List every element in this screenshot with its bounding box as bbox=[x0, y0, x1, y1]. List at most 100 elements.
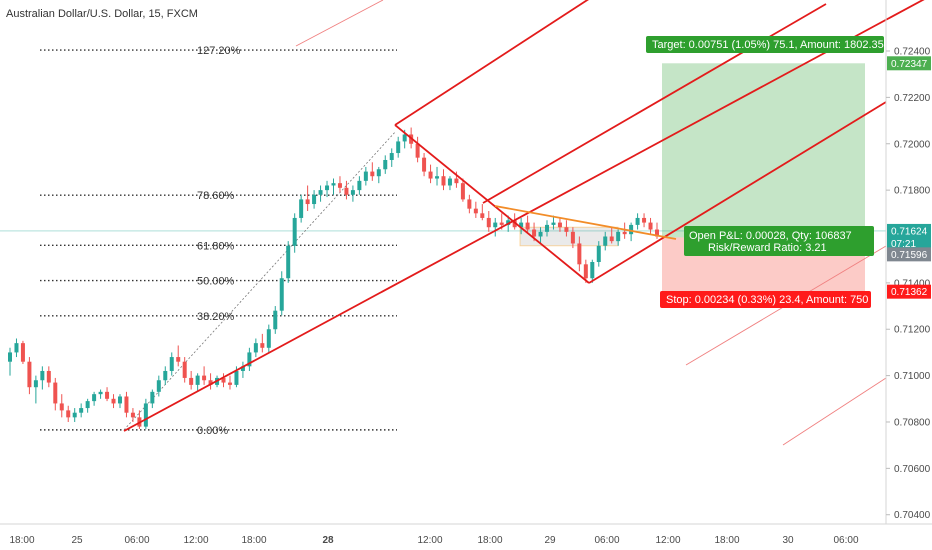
candle-body bbox=[499, 222, 504, 225]
x-tick-labels: 18:00 25 06:00 12:00 18:00 28 12:00 18:00 29 06:0… bbox=[9, 535, 858, 546]
candle-body bbox=[383, 159, 388, 170]
candle-body bbox=[519, 222, 524, 228]
x-tick-label: 18:00 bbox=[9, 535, 34, 546]
open-pl-label[interactable]: Open P&L: 0.00028, Qty: 106837 Risk/Rewa… bbox=[684, 226, 874, 256]
x-tick-label: 29 bbox=[544, 535, 556, 546]
candle-body bbox=[538, 231, 543, 237]
price-label-bg bbox=[887, 247, 931, 262]
candle-body bbox=[234, 370, 239, 385]
candle-body bbox=[208, 380, 213, 385]
channel-upper-line[interactable] bbox=[394, 0, 595, 126]
candle-body bbox=[305, 199, 310, 205]
candle-body bbox=[551, 222, 556, 225]
fib-level-label: 0.00% bbox=[197, 425, 228, 437]
candle-body bbox=[357, 180, 362, 191]
candle-body bbox=[396, 141, 401, 154]
price-label-bg bbox=[887, 284, 931, 299]
candle-body bbox=[189, 377, 194, 385]
candle-body bbox=[422, 157, 427, 172]
fib-level-label: 78.60% bbox=[197, 190, 235, 202]
candle-body bbox=[467, 199, 472, 209]
y-tick-label: 0.71000 bbox=[894, 371, 931, 382]
x-tick-label: 06:00 bbox=[833, 535, 858, 546]
candle-body bbox=[227, 382, 232, 385]
fib-level-label: 38.20% bbox=[197, 311, 235, 323]
candle-body bbox=[14, 343, 19, 353]
fib-level-label: 50.00% bbox=[197, 276, 235, 288]
y-tick-label: 0.71400 bbox=[894, 278, 931, 289]
candle-body bbox=[286, 245, 291, 279]
candle-body bbox=[376, 169, 381, 177]
price-label-text: 07:21 bbox=[891, 239, 916, 250]
x-tick-label: 18:00 bbox=[714, 535, 739, 546]
x-tick-label: 12:00 bbox=[655, 535, 680, 546]
candle-body bbox=[20, 343, 25, 362]
axes bbox=[0, 0, 932, 525]
candle-body bbox=[40, 370, 45, 381]
candle-body bbox=[253, 343, 258, 353]
pitchfork-median-line[interactable] bbox=[588, 101, 887, 284]
candle-body bbox=[642, 217, 647, 223]
pitchfork-handle-left[interactable] bbox=[394, 124, 590, 284]
candle-body bbox=[629, 224, 634, 235]
candle-body bbox=[441, 176, 446, 186]
candle-body bbox=[59, 403, 64, 411]
candle-body bbox=[557, 222, 562, 228]
x-tick-label: 25 bbox=[71, 535, 83, 546]
candle-body bbox=[570, 231, 575, 244]
price-label-bg bbox=[887, 236, 931, 251]
price-label-text: 0.71624 bbox=[891, 226, 928, 237]
channel-lower-line[interactable] bbox=[123, 0, 932, 432]
candle-body bbox=[182, 361, 187, 378]
x-tick-label: 28 bbox=[322, 535, 334, 546]
y-tick-label: 0.70600 bbox=[894, 464, 931, 475]
candle-body bbox=[53, 382, 58, 404]
candle-body bbox=[370, 171, 375, 177]
candle-body bbox=[111, 398, 116, 404]
candle-body bbox=[350, 190, 355, 195]
candle-body bbox=[635, 217, 640, 225]
stop-label[interactable]: Stop: 0.00234 (0.33%) 23.4, Amount: 750 bbox=[660, 291, 871, 308]
candle-body bbox=[260, 343, 265, 348]
fib-level-label: 61.80% bbox=[197, 240, 235, 252]
candle-body bbox=[105, 391, 110, 399]
candle-body bbox=[545, 224, 550, 232]
candle-body bbox=[447, 178, 452, 186]
candle-body bbox=[117, 396, 122, 404]
target-label[interactable]: Target: 0.00751 (1.05%) 75.1, Amount: 18… bbox=[646, 36, 884, 53]
candle-body bbox=[415, 143, 420, 158]
x-tick-label: 12:00 bbox=[183, 535, 208, 546]
candle-body bbox=[590, 262, 595, 279]
candle-body bbox=[98, 391, 103, 395]
candle-body bbox=[202, 375, 207, 381]
candle-body bbox=[344, 187, 349, 195]
y-tick-labels: 0.72400 0.72200 0.72000 0.71800 0.71400 0.712… bbox=[886, 47, 931, 521]
profit-zone[interactable] bbox=[662, 63, 865, 238]
x-tick-label: 18:00 bbox=[241, 535, 266, 546]
candle-body bbox=[337, 183, 342, 188]
candle-body bbox=[169, 357, 174, 371]
candle-body bbox=[8, 352, 12, 362]
parallel-line[interactable] bbox=[782, 377, 887, 446]
risk-reward-text: Risk/Reward Ratio: 3.21 bbox=[708, 242, 827, 254]
x-tick-label: 18:00 bbox=[477, 535, 502, 546]
candle-body bbox=[195, 375, 200, 385]
fib-level-label: 127.20% bbox=[197, 45, 241, 57]
candle-body bbox=[648, 222, 653, 230]
y-tick-label: 0.70400 bbox=[894, 510, 931, 521]
candle-body bbox=[79, 408, 84, 413]
candle-body bbox=[221, 377, 226, 383]
parallel-line[interactable] bbox=[295, 0, 384, 47]
price-label-text: 0.71596 bbox=[891, 250, 928, 261]
candle-body bbox=[428, 171, 433, 179]
chart-title: Australian Dollar/U.S. Dollar, 15, FXCM bbox=[6, 8, 198, 20]
candle-body bbox=[512, 220, 517, 228]
y-tick-label: 0.71200 bbox=[894, 325, 931, 336]
candle-body bbox=[616, 231, 621, 242]
candles bbox=[8, 127, 659, 429]
orange-trend-line[interactable] bbox=[494, 205, 677, 240]
candle-body bbox=[596, 245, 601, 262]
candle-body bbox=[163, 370, 168, 381]
open-pl-text: Open P&L: 0.00028, Qty: 106837 bbox=[689, 230, 852, 242]
